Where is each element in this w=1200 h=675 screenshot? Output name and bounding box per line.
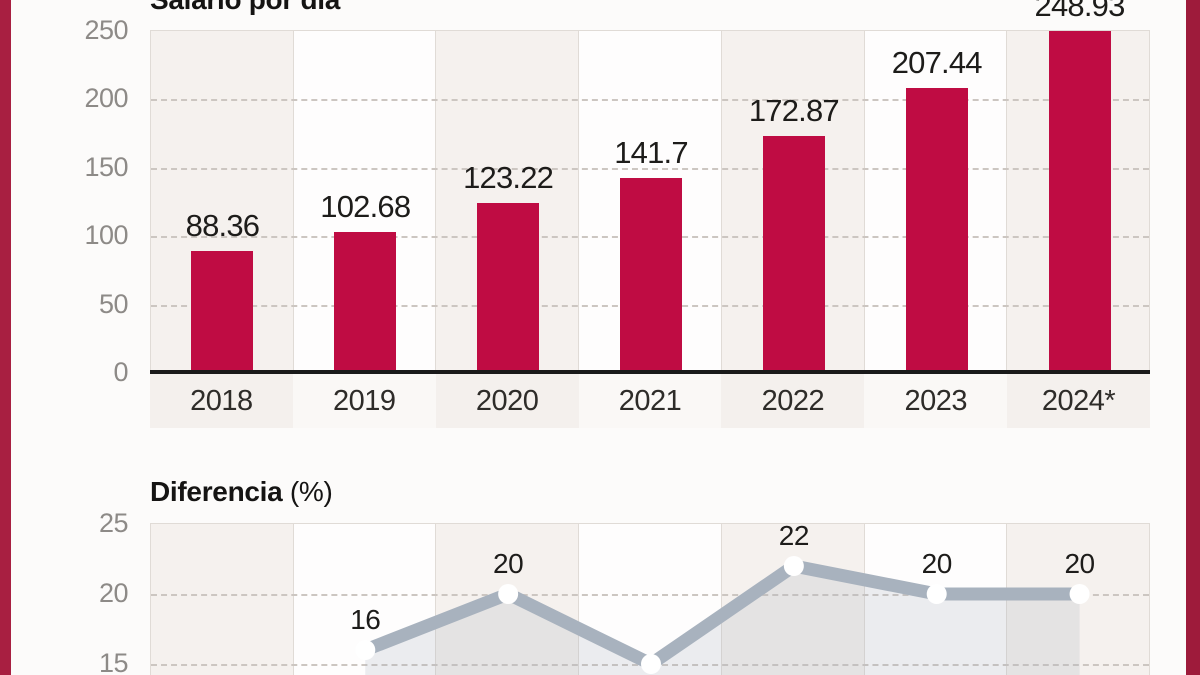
data-point-marker-2023 bbox=[926, 584, 947, 604]
bar-2020 bbox=[477, 203, 540, 372]
bar-2021 bbox=[620, 178, 682, 372]
bar-2023 bbox=[905, 88, 968, 372]
bar-value-label-2021: 141.7 bbox=[614, 135, 688, 171]
data-point-marker-2021 bbox=[641, 654, 661, 674]
bar-chart-baseline-axis bbox=[150, 370, 1150, 374]
line-chart-title-suffix bbox=[282, 476, 289, 507]
line-chart-plot-area: 16 20 22 20 20 bbox=[150, 520, 1150, 675]
point-value-label-2024: 20 bbox=[1064, 548, 1095, 579]
bar-chart-title-text: Salario por día bbox=[150, 0, 340, 15]
line-column-background-2021 bbox=[578, 524, 721, 675]
bar-chart-xtick-2022: 2022 bbox=[721, 374, 865, 428]
bar-value-label-2022: 172.87 bbox=[748, 92, 840, 128]
bar-2022 bbox=[762, 135, 825, 372]
line-chart-ytick-20: 20 bbox=[98, 578, 129, 608]
right-accent-band bbox=[1186, 0, 1200, 675]
bar-chart-ytick-50: 50 bbox=[98, 288, 129, 319]
data-point-marker-2024 bbox=[1069, 584, 1090, 604]
bar-value-label-2023: 207.44 bbox=[891, 45, 983, 81]
bar-2024 bbox=[1048, 31, 1111, 372]
bar-chart-plot-area: 88.36 102.68 123.22 141.7 172.87 207.44 248.93 bbox=[150, 0, 1150, 372]
bar-chart-xtick-2024: 2024* bbox=[1007, 374, 1151, 428]
line-chart-series-svg bbox=[355, 556, 1090, 675]
point-value-label-2019: 16 bbox=[350, 604, 381, 635]
bar-chart-xtick-2018: 2018 bbox=[150, 374, 293, 428]
data-point-marker-2019 bbox=[355, 640, 376, 660]
bar-chart-xtick-2019: 2019 bbox=[292, 374, 436, 428]
line-chart-ytick-25: 25 bbox=[98, 508, 129, 538]
line-chart-title: Diferencia (%) bbox=[150, 476, 333, 508]
point-value-label-2023: 20 bbox=[921, 548, 953, 579]
gridline-200 bbox=[151, 99, 1149, 102]
line-chart-ytick-15: 15 bbox=[98, 648, 129, 675]
bar-value-label-2020: 123.22 bbox=[463, 160, 554, 196]
line-chart-title-text: Diferencia bbox=[150, 476, 283, 507]
bar-chart-x-axis-labels: 2018 2019 2020 2021 2022 2023 2024* bbox=[150, 374, 1151, 428]
data-point-marker-2022 bbox=[783, 556, 804, 576]
bar-chart-ytick-150: 150 bbox=[84, 151, 128, 182]
line-column-background-2018 bbox=[151, 524, 293, 675]
bar-chart-ytick-0: 0 bbox=[113, 357, 128, 387]
bar-chart-xtick-2023: 2023 bbox=[864, 374, 1008, 428]
bar-chart-xtick-2021: 2021 bbox=[578, 374, 722, 428]
left-accent-band bbox=[0, 0, 11, 675]
bar-2018 bbox=[191, 251, 254, 372]
bar-chart-ytick-100: 100 bbox=[84, 220, 128, 251]
line-gridline-20 bbox=[151, 594, 1149, 596]
bar-value-label-2018: 88.36 bbox=[185, 208, 260, 244]
bar-2019 bbox=[334, 231, 397, 372]
bar-value-label-2024: 248.93 bbox=[1034, 0, 1126, 24]
gridline-150 bbox=[151, 167, 1149, 170]
bar-value-label-2019: 102.68 bbox=[320, 188, 411, 224]
line-chart-series-line bbox=[358, 559, 1087, 671]
bar-chart-ytick-250: 250 bbox=[84, 15, 128, 45]
bar-chart-ytick-200: 200 bbox=[84, 83, 128, 114]
data-point-marker-2020 bbox=[498, 584, 519, 604]
point-value-label-2022: 22 bbox=[778, 520, 810, 551]
point-value-label-2020: 20 bbox=[493, 548, 524, 579]
bar-chart-xtick-2020: 2020 bbox=[435, 374, 579, 428]
line-chart-title-unit: (%) bbox=[289, 476, 333, 507]
bar-chart-title: Salario por día bbox=[150, 0, 340, 16]
